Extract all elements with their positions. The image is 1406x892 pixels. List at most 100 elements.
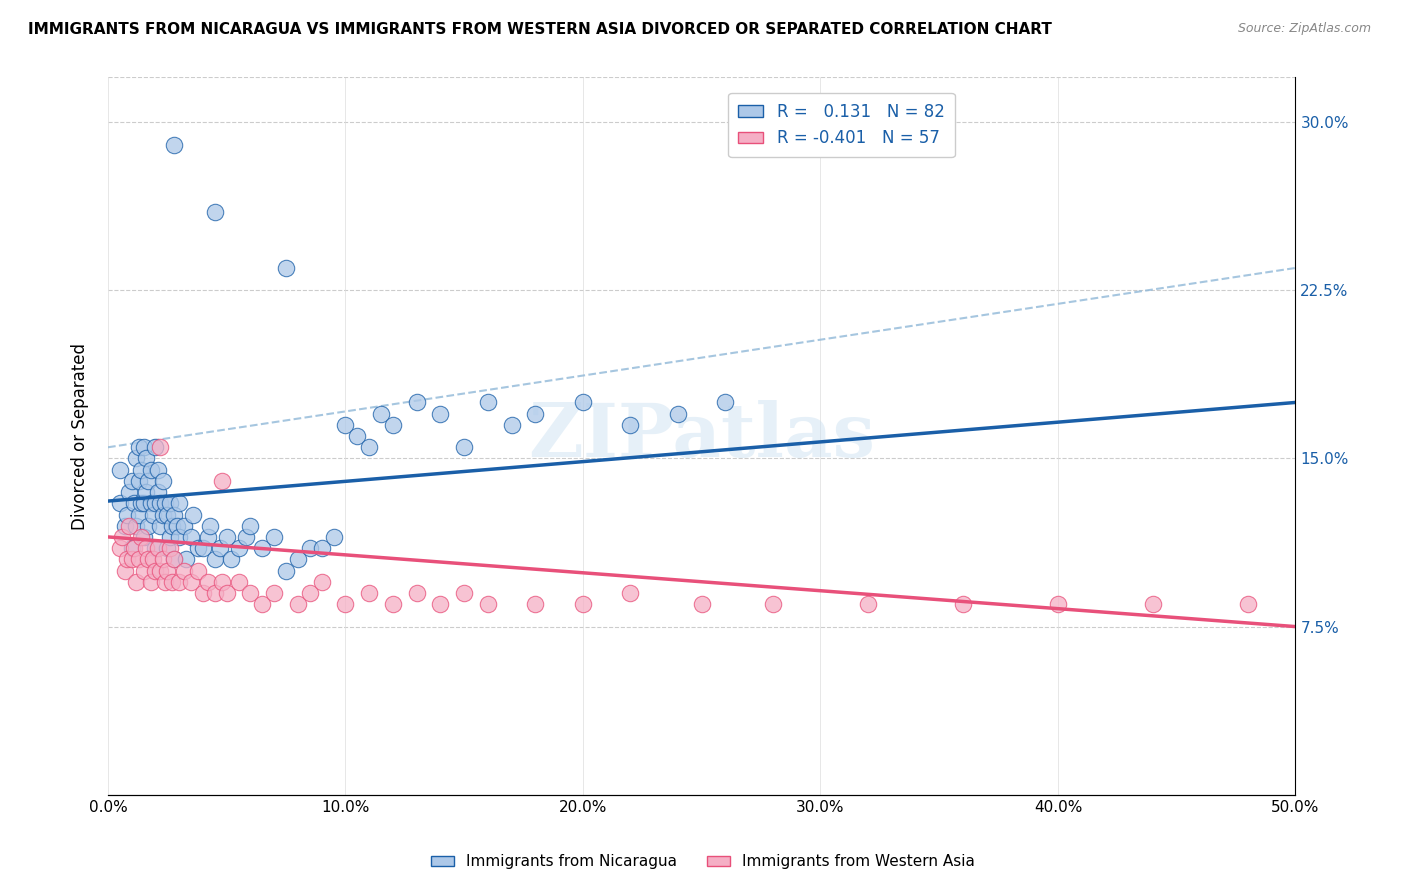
- Point: [524, 597, 547, 611]
- Point: [128, 508, 150, 522]
- Point: [208, 541, 231, 556]
- Point: [311, 574, 333, 589]
- Point: [139, 496, 162, 510]
- Point: [163, 552, 186, 566]
- Point: [145, 564, 167, 578]
- Point: [125, 451, 148, 466]
- Point: [114, 564, 136, 578]
- Point: [180, 574, 202, 589]
- Point: [132, 530, 155, 544]
- Point: [453, 440, 475, 454]
- Point: [152, 508, 174, 522]
- Point: [619, 586, 641, 600]
- Point: [122, 541, 145, 556]
- Point: [167, 530, 190, 544]
- Point: [228, 574, 250, 589]
- Point: [1142, 597, 1164, 611]
- Point: [118, 485, 141, 500]
- Point: [453, 586, 475, 600]
- Point: [135, 451, 157, 466]
- Point: [121, 552, 143, 566]
- Point: [132, 440, 155, 454]
- Point: [198, 518, 221, 533]
- Point: [139, 463, 162, 477]
- Point: [145, 541, 167, 556]
- Point: [382, 417, 405, 432]
- Point: [159, 541, 181, 556]
- Point: [173, 518, 195, 533]
- Point: [108, 496, 131, 510]
- Point: [115, 508, 138, 522]
- Point: [160, 518, 183, 533]
- Point: [287, 552, 309, 566]
- Point: [180, 530, 202, 544]
- Point: [346, 429, 368, 443]
- Point: [139, 574, 162, 589]
- Point: [128, 552, 150, 566]
- Point: [183, 508, 205, 522]
- Text: Source: ZipAtlas.com: Source: ZipAtlas.com: [1237, 22, 1371, 36]
- Point: [138, 518, 160, 533]
- Legend: Immigrants from Nicaragua, Immigrants from Western Asia: Immigrants from Nicaragua, Immigrants fr…: [425, 848, 981, 875]
- Point: [197, 574, 219, 589]
- Point: [524, 407, 547, 421]
- Point: [211, 474, 233, 488]
- Point: [215, 530, 238, 544]
- Point: [952, 597, 974, 611]
- Point: [153, 496, 176, 510]
- Point: [152, 474, 174, 488]
- Point: [274, 260, 297, 275]
- Y-axis label: Divorced or Separated: Divorced or Separated: [72, 343, 89, 530]
- Point: [477, 597, 499, 611]
- Point: [221, 552, 243, 566]
- Point: [163, 137, 186, 152]
- Point: [429, 407, 451, 421]
- Point: [132, 564, 155, 578]
- Point: [149, 564, 172, 578]
- Point: [287, 597, 309, 611]
- Point: [274, 564, 297, 578]
- Point: [690, 597, 713, 611]
- Point: [149, 518, 172, 533]
- Point: [187, 564, 209, 578]
- Point: [173, 564, 195, 578]
- Point: [666, 407, 689, 421]
- Point: [204, 552, 226, 566]
- Point: [132, 496, 155, 510]
- Point: [118, 518, 141, 533]
- Point: [167, 574, 190, 589]
- Point: [191, 541, 214, 556]
- Point: [129, 530, 152, 544]
- Point: [121, 541, 143, 556]
- Point: [335, 597, 357, 611]
- Point: [572, 395, 595, 409]
- Point: [252, 597, 274, 611]
- Point: [429, 597, 451, 611]
- Point: [405, 586, 427, 600]
- Point: [856, 597, 879, 611]
- Point: [370, 407, 392, 421]
- Point: [252, 541, 274, 556]
- Point: [122, 496, 145, 510]
- Point: [108, 463, 131, 477]
- Point: [263, 586, 285, 600]
- Point: [121, 474, 143, 488]
- Point: [335, 417, 357, 432]
- Point: [138, 474, 160, 488]
- Point: [135, 485, 157, 500]
- Point: [619, 417, 641, 432]
- Point: [111, 530, 134, 544]
- Point: [405, 395, 427, 409]
- Point: [197, 530, 219, 544]
- Point: [156, 508, 179, 522]
- Point: [235, 530, 257, 544]
- Point: [142, 552, 165, 566]
- Point: [298, 541, 321, 556]
- Point: [156, 541, 179, 556]
- Point: [108, 541, 131, 556]
- Point: [1237, 597, 1260, 611]
- Point: [501, 417, 523, 432]
- Point: [146, 485, 169, 500]
- Point: [156, 564, 179, 578]
- Point: [135, 541, 157, 556]
